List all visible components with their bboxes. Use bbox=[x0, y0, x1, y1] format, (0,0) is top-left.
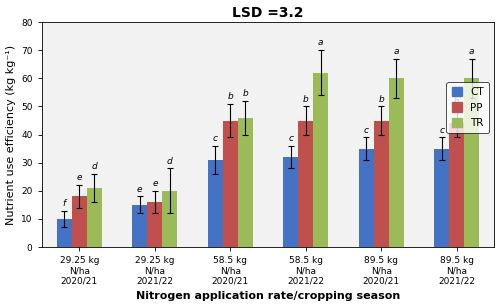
Legend: CT, PP, TR: CT, PP, TR bbox=[446, 82, 489, 133]
Bar bbox=[56, 219, 72, 247]
Bar bbox=[283, 157, 298, 247]
Bar bbox=[374, 121, 389, 247]
Bar bbox=[449, 123, 464, 247]
Bar bbox=[314, 73, 328, 247]
Bar bbox=[358, 149, 374, 247]
Text: e: e bbox=[76, 173, 82, 182]
Text: c: c bbox=[212, 134, 218, 143]
Text: b: b bbox=[303, 95, 308, 104]
Text: a: a bbox=[318, 38, 324, 47]
Text: d: d bbox=[92, 162, 98, 171]
Bar bbox=[208, 160, 223, 247]
Text: c: c bbox=[288, 134, 293, 143]
Bar bbox=[87, 188, 102, 247]
Bar bbox=[72, 196, 87, 247]
Y-axis label: Nutrient use efficiency (kg kg⁻¹): Nutrient use efficiency (kg kg⁻¹) bbox=[6, 45, 16, 225]
Text: f: f bbox=[62, 199, 66, 208]
Bar bbox=[389, 78, 404, 247]
Text: b: b bbox=[242, 89, 248, 98]
Text: a: a bbox=[394, 47, 399, 56]
Bar bbox=[238, 118, 253, 247]
Bar bbox=[223, 121, 238, 247]
Bar bbox=[434, 149, 449, 247]
Bar bbox=[132, 205, 148, 247]
Text: e: e bbox=[137, 185, 142, 194]
Text: c: c bbox=[439, 126, 444, 134]
Bar bbox=[148, 202, 162, 247]
Text: a: a bbox=[469, 47, 474, 56]
Text: d: d bbox=[167, 157, 173, 165]
Bar bbox=[298, 121, 314, 247]
Title: LSD =3.2: LSD =3.2 bbox=[232, 6, 304, 20]
Text: b: b bbox=[378, 95, 384, 104]
Text: e: e bbox=[152, 179, 158, 188]
X-axis label: Nitrogen application rate/cropping season: Nitrogen application rate/cropping seaso… bbox=[136, 291, 400, 301]
Bar bbox=[162, 191, 178, 247]
Text: b: b bbox=[228, 92, 233, 101]
Text: c: c bbox=[364, 126, 368, 134]
Bar bbox=[464, 78, 479, 247]
Text: b: b bbox=[454, 97, 460, 107]
